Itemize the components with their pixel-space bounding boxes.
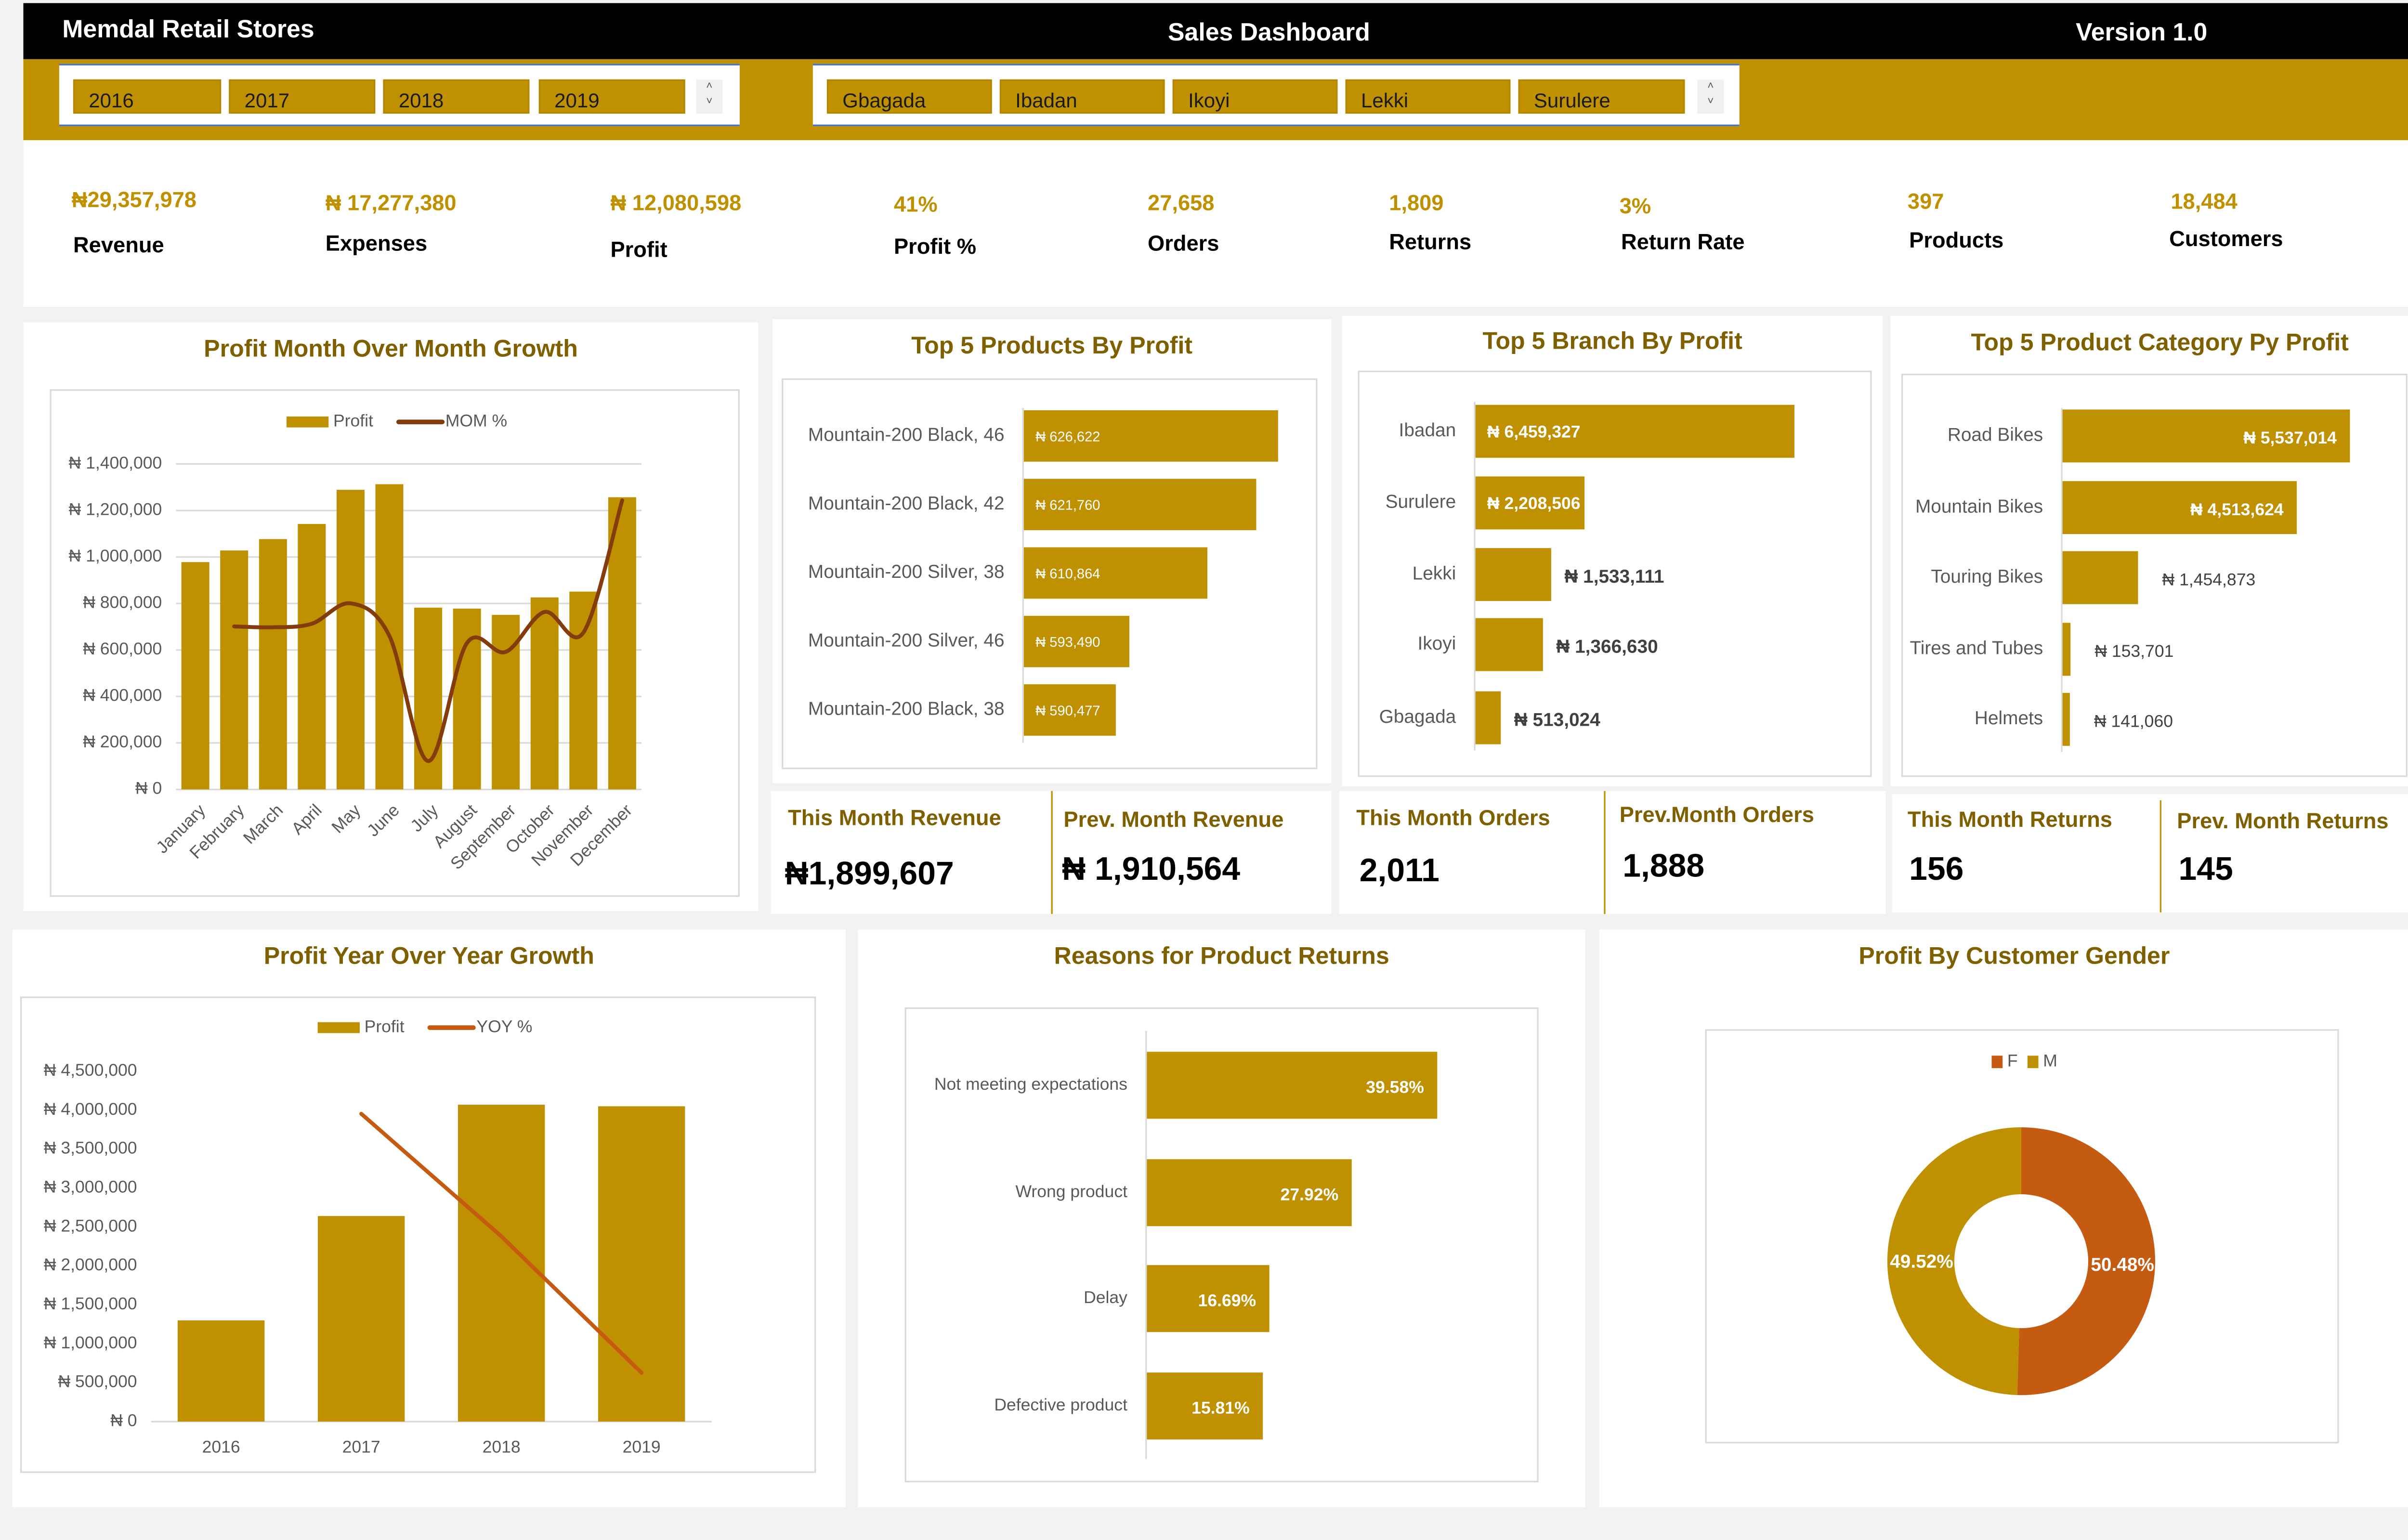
slicer-year-2018[interactable]: 2018 xyxy=(383,79,530,114)
year-slicer-scrollbar[interactable]: ˄ ˅ xyxy=(696,79,723,114)
this-month-returns-label: This Month Returns xyxy=(1907,806,2112,832)
kpi-customers-label: Customers xyxy=(2169,225,2283,251)
return-reasons-title: Reasons for Product Returns xyxy=(1054,943,1389,970)
kpi-returns-value: 1,809 xyxy=(1389,190,1444,215)
orders-card: This Month Orders 2,011 Prev.Month Order… xyxy=(1339,791,1886,914)
gender-chart-area xyxy=(1705,1029,2339,1444)
this-month-returns-value: 156 xyxy=(1909,851,1964,888)
top-branch-panel: Top 5 Branch By Profit xyxy=(1342,316,1883,786)
kpi-expenses-label: Expenses xyxy=(325,230,428,256)
returns-card: This Month Returns 156 Prev. Month Retur… xyxy=(1892,794,2408,913)
slicer-branch-ibadan[interactable]: Ibadan xyxy=(999,79,1165,114)
chevron-up-icon[interactable]: ˄ xyxy=(706,81,713,92)
kpi-profit-pct-label: Profit % xyxy=(893,234,976,259)
chevron-down-icon[interactable]: ˅ xyxy=(1707,96,1714,108)
top-products-panel: Top 5 Products By Profit xyxy=(772,319,1332,783)
slicer-year-2017[interactable]: 2017 xyxy=(229,79,376,114)
slicer-branch-gbagada[interactable]: Gbagada xyxy=(826,79,992,114)
mom-chart-title: Profit Month Over Month Growth xyxy=(204,336,578,363)
this-month-orders-label: This Month Orders xyxy=(1356,805,1550,830)
kpi-revenue-value: ₦29,357,978 xyxy=(71,187,197,212)
top-products-chart-area xyxy=(782,378,1318,770)
prev-month-returns-label: Prev. Month Returns xyxy=(2177,808,2389,833)
slicer-branch-lekki[interactable]: Lekki xyxy=(1345,79,1511,114)
kpi-orders-value: 27,658 xyxy=(1148,190,1215,215)
kpi-revenue-label: Revenue xyxy=(73,232,164,257)
kpi-products-label: Products xyxy=(1909,227,2004,252)
top-branch-title: Top 5 Branch By Profit xyxy=(1482,328,1742,355)
top-products-title: Top 5 Products By Profit xyxy=(911,333,1193,360)
prev-month-orders-label: Prev.Month Orders xyxy=(1619,802,1814,827)
mom-chart-area xyxy=(50,389,740,897)
kpi-profit-label: Profit xyxy=(610,236,667,262)
gender-chart-title: Profit By Customer Gender xyxy=(1858,943,2170,970)
kpi-profit-value: ₦ 12,080,598 xyxy=(610,190,742,215)
prev-month-orders-value: 1,888 xyxy=(1623,848,1705,885)
return-reasons-panel: Reasons for Product Returns xyxy=(858,929,1585,1507)
yoy-growth-panel: Profit Year Over Year Growth xyxy=(12,929,846,1507)
gender-profit-panel: Profit By Customer Gender xyxy=(1599,929,2408,1507)
prev-month-revenue-value: ₦ 1,910,564 xyxy=(1062,851,1241,888)
card-divider xyxy=(1051,791,1053,914)
kpi-returns-label: Returns xyxy=(1389,229,1472,254)
filter-band: 2016 2017 2018 2019 ˄ ˅ Gbagada Ibadan I… xyxy=(23,59,2408,141)
branch-slicer: Gbagada Ibadan Ikoyi Lekki Surulere ˄ ˅ xyxy=(812,64,1740,126)
top-category-title: Top 5 Product Category Py Profit xyxy=(1971,330,2349,357)
kpi-return-rate-label: Return Rate xyxy=(1621,229,1745,254)
slicer-branch-ikoyi[interactable]: Ikoyi xyxy=(1172,79,1338,114)
chevron-down-icon[interactable]: ˅ xyxy=(706,96,713,108)
kpi-profit-pct-value: 41% xyxy=(893,191,938,217)
kpi-expenses-value: ₦ 17,277,380 xyxy=(325,190,457,215)
chevron-up-icon[interactable]: ˄ xyxy=(1707,81,1714,92)
yoy-chart-title: Profit Year Over Year Growth xyxy=(263,943,594,970)
prev-month-revenue-label: Prev. Month Revenue xyxy=(1063,806,1284,832)
company-name: Memdal Retail Stores xyxy=(62,17,314,44)
branch-slicer-scrollbar[interactable]: ˄ ˅ xyxy=(1697,79,1724,114)
prev-month-returns-value: 145 xyxy=(2178,851,2233,888)
return-reasons-chart-area xyxy=(904,1007,1539,1483)
kpi-customers-value: 18,484 xyxy=(2171,188,2238,213)
slicer-year-2019[interactable]: 2019 xyxy=(538,79,685,114)
kpi-products-value: 397 xyxy=(1907,188,1944,213)
yoy-chart-area xyxy=(20,996,816,1473)
header-bar: Memdal Retail Stores Sales Dashboard Ver… xyxy=(23,3,2408,59)
kpi-strip: ₦29,357,978 Revenue ₦ 17,277,380 Expense… xyxy=(23,140,2408,307)
top-category-chart-area xyxy=(1901,374,2408,777)
this-month-revenue-value: ₦1,899,607 xyxy=(785,856,954,892)
slicer-year-2016[interactable]: 2016 xyxy=(73,79,222,114)
version-label: Version 1.0 xyxy=(2076,20,2208,47)
this-month-revenue-label: This Month Revenue xyxy=(788,805,1001,830)
kpi-return-rate-value: 3% xyxy=(1619,193,1651,218)
year-slicer: 2016 2017 2018 2019 ˄ ˅ xyxy=(59,64,740,126)
card-divider xyxy=(2159,800,2161,913)
this-month-orders-value: 2,011 xyxy=(1359,853,1440,889)
mom-growth-panel: Profit Month Over Month Growth xyxy=(23,322,759,911)
top-category-panel: Top 5 Product Category Py Profit xyxy=(1890,316,2408,786)
top-branch-chart-area xyxy=(1358,370,1872,777)
slicer-branch-surulere[interactable]: Surulere xyxy=(1518,79,1685,114)
dashboard-title: Sales Dashboard xyxy=(1168,20,1370,47)
revenue-card: This Month Revenue ₦1,899,607 Prev. Mont… xyxy=(771,791,1332,914)
kpi-orders-label: Orders xyxy=(1148,230,1219,256)
card-divider xyxy=(1604,791,1606,914)
